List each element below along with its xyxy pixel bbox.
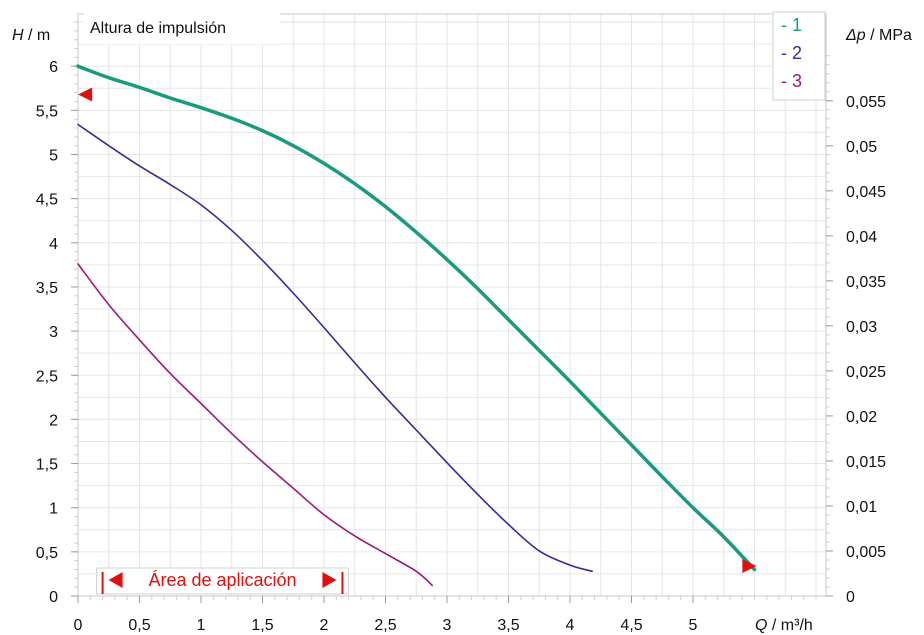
x-tick-label: 2 [320,617,329,634]
marker-right-triangle [742,558,757,573]
application-area-left-arrow [108,572,123,588]
y-tick-label: 5 [49,148,58,165]
y2-axis-var: Δp [845,27,866,44]
y2-tick-label: 0,055 [846,94,886,111]
y2-tick-label: 0,005 [846,544,886,561]
y-tick-label: 2,5 [36,368,58,385]
y-tick-label: 1,5 [36,457,58,474]
y2-axis-label: Δp / MPa [845,27,912,44]
series-line-1 [76,64,757,572]
y-tick-label: 3,5 [36,280,58,297]
y-tick-label: 4,5 [36,192,58,209]
y2-tick-label: 0,015 [846,454,886,471]
x-tick-label: 3 [443,617,452,634]
y-tick-label: 0,5 [36,545,58,562]
series-line-2 [77,123,593,573]
x-axis-ticks: 0 0,5 1 1,5 2 2,5 3 3,5 4 4,5 5 [74,596,698,634]
y-axis-ticks: 0 0,5 1 1,5 2 2,5 3 3,5 4 4,5 5 5,5 6 [36,59,78,606]
x-tick-label: 0 [74,617,83,634]
series-line-3 [77,263,434,587]
y2-tick-label: 0 [846,589,855,606]
x-axis-label: Q / m³/h [755,617,813,634]
y2-axis-unit: MPa [879,27,912,44]
y2-tick-label: 0,05 [846,139,877,156]
y-tick-label: 0 [49,589,58,606]
x-tick-label: 2,5 [374,617,396,634]
y2-tick-label: 0,01 [846,499,877,516]
application-area-label: Área de aplicación [148,570,296,590]
y-tick-label: 1 [49,501,58,518]
application-area-box [96,567,349,595]
y-axis-label: H / m [12,27,50,44]
y2-tick-label: 0,03 [846,319,877,336]
x-axis-unit: m³/h [781,617,813,634]
y-tick-label: 5,5 [36,103,58,120]
minor-ticks [74,21,830,600]
x-tick-label: 3,5 [497,617,519,634]
x-tick-label: 1,5 [251,617,273,634]
x-tick-label: 0,5 [128,617,150,634]
application-area-right-arrow [322,572,337,588]
x-tick-label: 1 [197,617,206,634]
marker-left-triangle [78,87,93,102]
chart-title: Altura de impulsión [90,20,226,37]
legend-item-1: - 1 [781,15,802,35]
x-axis-var: Q [755,617,767,634]
x-tick-label: 5 [689,617,698,634]
plot-frame [77,13,827,597]
legend-box [772,11,826,101]
application-area: Área de aplicación [96,567,349,595]
series-lines [76,64,757,587]
y-tick-label: 4 [49,236,58,253]
title-box [84,12,280,44]
x-tick-label: 4,5 [620,617,642,634]
grid [77,14,826,597]
y2-tick-label: 0,02 [846,409,877,426]
y-tick-label: 6 [49,59,58,76]
y2-axis-ticks: 0 0,005 0,01 0,015 0,02 0,025 0,03 0,035 0,04 0,0… [826,94,886,606]
y-tick-label: 2 [49,412,58,429]
y2-tick-label: 0,025 [846,364,886,381]
y-axis-unit: m [37,27,50,44]
y-axis-var: H [12,27,24,44]
legend: - 1 - 2 - 3 [772,11,826,101]
x-tick-label: 4 [566,617,575,634]
legend-item-3: - 3 [781,71,802,91]
y2-tick-label: 0,035 [846,274,886,291]
range-markers [78,87,757,573]
y2-tick-label: 0,04 [846,229,877,246]
y2-tick-label: 0,045 [846,184,886,201]
legend-item-2: - 2 [781,43,802,63]
y-tick-label: 3 [49,324,58,341]
